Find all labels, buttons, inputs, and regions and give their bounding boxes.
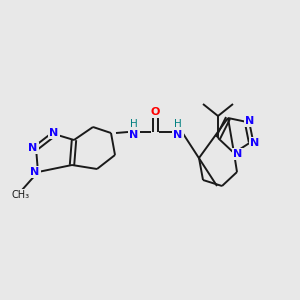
Text: N: N [245, 116, 255, 126]
Text: N: N [28, 143, 38, 153]
Text: H: H [174, 119, 182, 129]
Text: N: N [233, 149, 243, 159]
Text: N: N [173, 130, 183, 140]
Text: N: N [129, 130, 139, 140]
Text: N: N [30, 167, 40, 177]
Text: O: O [150, 107, 160, 117]
Text: CH₃: CH₃ [12, 190, 30, 200]
Text: N: N [250, 138, 260, 148]
Text: N: N [50, 128, 58, 138]
Text: H: H [130, 119, 138, 129]
